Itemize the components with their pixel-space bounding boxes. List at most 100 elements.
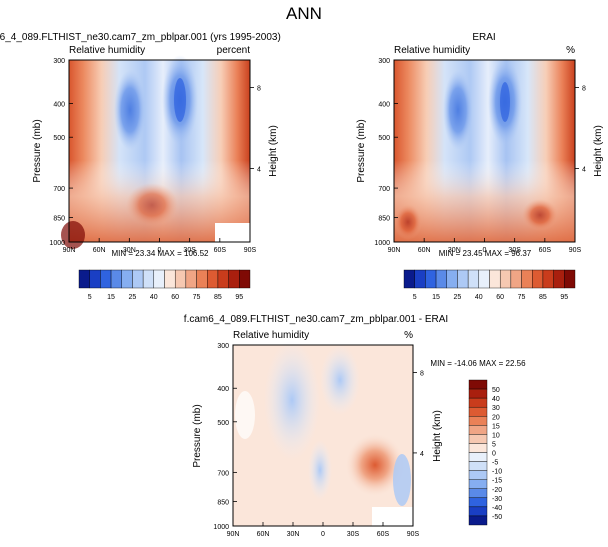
- colorbar-swatch: [468, 515, 488, 526]
- stats-text: MIN = 23.34 MAX = 106.52: [112, 249, 209, 258]
- colorbar-swatch: [239, 269, 251, 289]
- colorbar-swatch: [132, 269, 144, 289]
- colorbar-swatch: [468, 470, 488, 480]
- colorbar-swatch: [553, 269, 565, 289]
- colorbar-swatch: [468, 506, 488, 517]
- y-tick-label: 700: [217, 470, 229, 477]
- panel-units: percent: [217, 45, 251, 56]
- y-tick-label: 300: [217, 343, 229, 350]
- colorbar-label: -20: [492, 487, 502, 494]
- x-tick-label: 30N: [448, 247, 461, 254]
- colorbar-label: 10: [492, 432, 500, 439]
- colorbar-label: -15: [492, 478, 502, 485]
- y-tick-label: 300: [53, 58, 65, 65]
- colorbar-label: 95: [235, 294, 243, 301]
- y2-tick-label: 4: [420, 451, 424, 458]
- colorbar-swatch: [425, 269, 437, 289]
- plot-field: [61, 55, 251, 249]
- panel-subtitle: Relative humidity: [69, 45, 145, 56]
- x-tick-label: 90S: [569, 247, 582, 254]
- colorbar-swatch: [532, 269, 544, 289]
- colorbar-label: 75: [518, 294, 526, 301]
- colorbar-swatch: [153, 269, 165, 289]
- panel-title: f.cam6_4_089.FLTHIST_ne30.cam7_zm_pblpar…: [0, 32, 281, 43]
- colorbar-swatch: [468, 479, 488, 489]
- panel-title: ERAI: [472, 32, 495, 43]
- colorbar-swatch: [164, 269, 176, 289]
- x-tick-label: 0: [321, 531, 325, 538]
- x-tick-label: 60S: [214, 247, 227, 254]
- x-tick-label: 60N: [418, 247, 431, 254]
- colorbar-swatch: [468, 488, 488, 499]
- y-tick-label: 850: [217, 500, 229, 507]
- colorbar-label: 50: [492, 387, 500, 394]
- y-tick-label: 1000: [49, 240, 65, 247]
- colorbar-label: 85: [539, 294, 547, 301]
- colorbar-swatch: [468, 497, 488, 508]
- y-tick-label: 500: [378, 135, 390, 142]
- colorbar-label: 85: [214, 294, 222, 301]
- page-title: ANN: [286, 4, 322, 23]
- colorbar-swatch: [185, 269, 197, 289]
- colorbar-label: 95: [560, 294, 568, 301]
- y-axis-label: Pressure (mb): [192, 404, 203, 467]
- y-tick-label: 850: [53, 215, 65, 222]
- colorbar-label: 40: [150, 294, 158, 301]
- colorbar-swatch: [89, 269, 101, 289]
- y2-tick-label: 8: [257, 86, 261, 93]
- colorbar-swatch: [196, 269, 208, 289]
- colorbar-swatch: [510, 269, 522, 289]
- x-tick-label: 90N: [227, 531, 240, 538]
- colorbar-swatch: [468, 406, 488, 417]
- colorbar-label: 0: [492, 451, 496, 458]
- colorbar-swatch: [468, 425, 488, 435]
- y-tick-label: 850: [378, 215, 390, 222]
- x-tick-label: 90N: [63, 247, 76, 254]
- colorbar-swatch: [478, 269, 490, 289]
- colorbar-swatch: [521, 269, 533, 289]
- y-tick-label: 700: [53, 186, 65, 193]
- colorbar-label: 25: [129, 294, 137, 301]
- colorbar-label: 25: [454, 294, 462, 301]
- colorbar-swatch: [489, 269, 501, 289]
- colorbar-swatch: [228, 269, 240, 289]
- colorbar-label: 5: [492, 441, 496, 448]
- colorbar-swatch: [446, 269, 458, 289]
- colorbar-label: 40: [475, 294, 483, 301]
- colorbar-swatch: [468, 379, 488, 390]
- colorbar-swatch: [78, 269, 90, 289]
- colorbar-swatch: [142, 269, 155, 289]
- y2-tick-label: 8: [582, 86, 586, 93]
- colorbar-label: 60: [171, 294, 179, 301]
- dynamic-marks: 90N 60N 30N 0 30S 60S 90S300400500700850100084…: [49, 58, 586, 538]
- colorbar-swatch: [207, 269, 219, 289]
- y2-axis-label: Height (km): [593, 125, 604, 177]
- colorbar-swatch: [468, 452, 488, 462]
- colorbar-label: 60: [496, 294, 504, 301]
- x-tick-label: 0: [158, 247, 162, 254]
- colorbar-label: 30: [492, 405, 500, 412]
- colorbar-swatch: [564, 269, 576, 289]
- y-axis-label: Pressure (mb): [32, 119, 43, 182]
- colorbar-label: -10: [492, 469, 502, 476]
- y-tick-label: 400: [53, 101, 65, 108]
- x-tick-label: 30N: [287, 531, 300, 538]
- y-tick-label: 1000: [374, 240, 390, 247]
- colorbar-label: 5: [413, 294, 417, 301]
- x-tick-label: 60N: [93, 247, 106, 254]
- y2-tick-label: 8: [420, 370, 424, 377]
- colorbar-swatch: [468, 416, 488, 426]
- colorbar-swatch: [542, 269, 554, 289]
- y-tick-label: 500: [217, 420, 229, 427]
- y-tick-label: 500: [53, 135, 65, 142]
- y-axis-label: Pressure (mb): [356, 119, 367, 182]
- colorbar-label: 15: [107, 294, 115, 301]
- stats-text: MIN = 23.45 MAX = 96.37: [439, 249, 532, 258]
- y-tick-label: 700: [378, 186, 390, 193]
- colorbar-label: 15: [492, 423, 500, 430]
- colorbar-label: -5: [492, 460, 498, 467]
- y2-tick-label: 4: [582, 167, 586, 174]
- x-tick-label: 30S: [347, 531, 360, 538]
- y2-axis-label: Height (km): [268, 125, 279, 177]
- x-tick-label: 60S: [539, 247, 552, 254]
